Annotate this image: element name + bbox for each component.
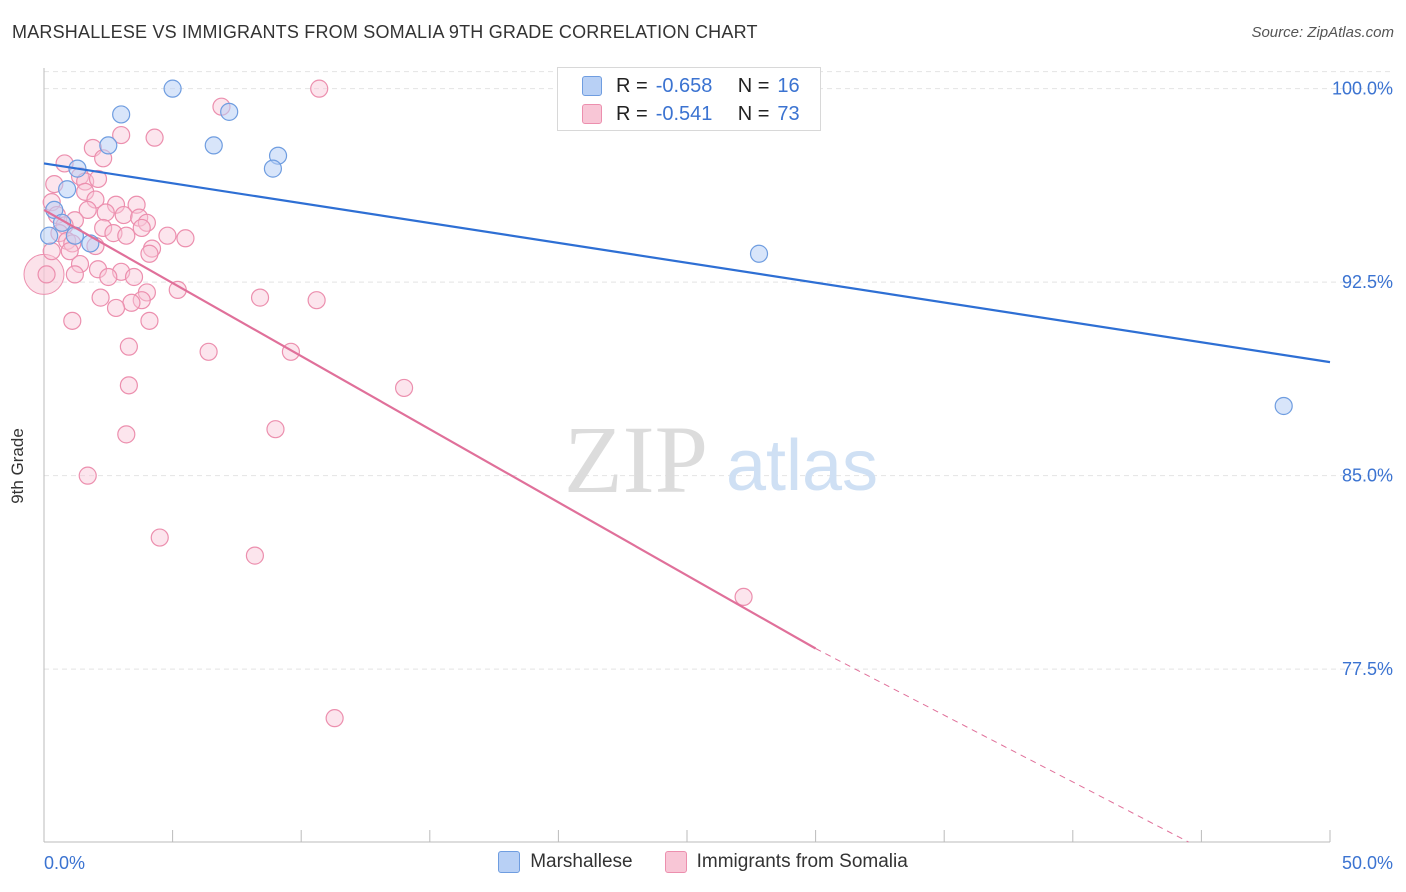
data-point-pink <box>106 298 126 318</box>
trend-lines <box>43 162 1331 843</box>
x-tick-label: 0.0% <box>44 853 85 873</box>
data-point-blue <box>263 159 283 178</box>
data-point-blue <box>58 180 77 199</box>
r-label: R = <box>616 102 648 125</box>
data-point-pink <box>96 203 115 222</box>
grid-lines <box>44 71 1394 670</box>
data-point-pink <box>94 218 113 238</box>
tick-labels: 100.0% 92.5% 85.0% 77.5% 0.0% 50.0% <box>44 79 1393 873</box>
data-point-pink <box>114 205 133 225</box>
data-point-pink <box>122 293 141 312</box>
data-point-pink <box>245 546 265 565</box>
data-point-pink <box>307 291 326 310</box>
n-value: 16 <box>777 74 800 97</box>
data-point-pink <box>99 267 118 287</box>
data-point-blue <box>1274 396 1293 416</box>
trend-line-marshallese <box>43 162 1331 364</box>
legend-item-somalia[interactable]: Immigrants from Somalia <box>664 851 908 873</box>
data-point-pink <box>310 79 329 98</box>
data-point-pink <box>88 169 108 189</box>
data-point-pink <box>63 311 82 330</box>
data-point-pink <box>145 128 164 147</box>
data-point-pink <box>70 254 90 274</box>
data-point-pink <box>119 337 138 356</box>
source-label: Source: ZipAtlas.com <box>1251 24 1394 41</box>
data-point-blue <box>220 102 239 121</box>
data-point-pink <box>266 420 285 439</box>
data-point-blue <box>204 136 223 155</box>
r-label: R = <box>616 74 648 97</box>
data-point-blue <box>112 105 131 124</box>
watermark-atlas: atlas <box>726 426 878 506</box>
legend-row-somalia: R = -0.541 N = 73 <box>558 100 800 128</box>
data-point-pink <box>734 587 753 607</box>
legend-label: Marshallese <box>530 851 633 872</box>
r-value: -0.541 <box>655 102 713 125</box>
data-point-pink <box>132 218 151 238</box>
data-point-pink <box>150 528 169 547</box>
data-point-pink <box>132 291 151 310</box>
correlation-legend: R = -0.658 N = 16 R = -0.541 N = 73 <box>557 67 821 131</box>
data-point-pink <box>176 229 195 248</box>
data-point-blue <box>81 234 100 253</box>
n-label: N = <box>737 74 770 97</box>
data-point-pink <box>119 376 138 395</box>
watermark-zip: ZIP <box>564 406 708 513</box>
data-point-pink <box>142 239 162 258</box>
data-point-pink <box>91 288 110 307</box>
data-point-pink <box>112 125 131 145</box>
y-tick-label: 100.0% <box>1332 79 1393 99</box>
legend-label: Immigrants from Somalia <box>696 851 908 872</box>
watermark: ZIP atlas <box>564 406 878 513</box>
y-tick-label: 77.5% <box>1342 659 1393 679</box>
data-point-blue <box>40 226 59 245</box>
legend-swatch-pink <box>582 104 602 124</box>
data-point-blue <box>749 244 769 263</box>
x-tick-label: 50.0% <box>1342 853 1393 873</box>
data-point-pink <box>37 265 56 284</box>
legend-swatch-pink <box>664 851 687 873</box>
y-tick-label: 92.5% <box>1342 272 1393 292</box>
data-point-pink <box>140 311 159 330</box>
data-point-pink <box>78 200 97 219</box>
trend-line-somalia-extension <box>815 648 1189 843</box>
legend-item-marshallese[interactable]: Marshallese <box>498 851 633 873</box>
data-point-pink <box>117 226 136 245</box>
data-point-pink <box>199 342 218 361</box>
data-points <box>23 79 1293 728</box>
data-point-pink <box>140 244 159 263</box>
axes <box>43 68 1331 843</box>
data-point-pink <box>137 213 156 232</box>
legend-row-marshallese: R = -0.658 N = 16 <box>558 72 800 100</box>
y-axis-label: 9th Grade <box>8 428 27 504</box>
data-point-pink <box>325 709 344 728</box>
y-tick-label: 85.0% <box>1342 466 1393 486</box>
trend-line-somalia <box>43 208 817 650</box>
n-label: N = <box>737 102 770 125</box>
data-point-pink <box>158 226 177 245</box>
data-point-pink <box>65 265 84 284</box>
data-point-blue <box>99 136 118 155</box>
n-value: 73 <box>777 102 800 125</box>
legend-swatch-blue <box>498 851 521 873</box>
data-point-blue <box>163 79 182 98</box>
r-value: -0.658 <box>655 74 713 97</box>
data-point-pink <box>78 466 97 485</box>
data-point-pink <box>250 288 270 307</box>
data-point-pink <box>117 425 136 444</box>
data-point-pink <box>124 267 144 287</box>
series-legend: Marshallese Immigrants from Somalia <box>0 851 1406 873</box>
data-point-pink <box>394 378 414 398</box>
chart-title: MARSHALLESE VS IMMIGRANTS FROM SOMALIA 9… <box>12 22 758 42</box>
legend-swatch-blue <box>582 76 602 96</box>
data-point-pink <box>42 242 61 261</box>
